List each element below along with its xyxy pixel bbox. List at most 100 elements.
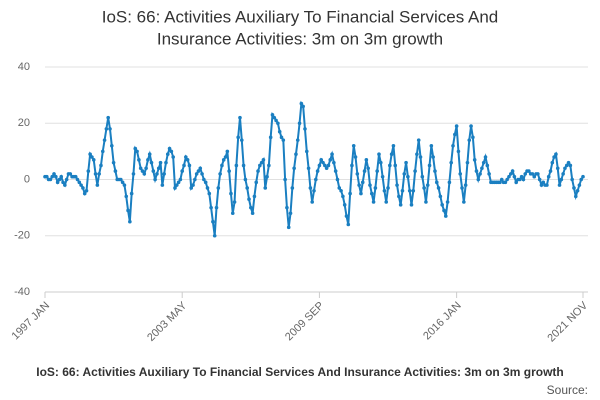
data-point [303, 127, 307, 131]
data-point [79, 183, 83, 187]
data-point [167, 146, 172, 151]
data-point [485, 163, 490, 168]
data-point [404, 160, 408, 165]
data-point [324, 166, 329, 171]
data-point [512, 174, 517, 179]
data-point [187, 163, 192, 168]
data-point [478, 172, 482, 176]
data-point [229, 191, 233, 196]
data-point [557, 183, 562, 187]
data-point [368, 183, 372, 187]
data-point [93, 172, 98, 176]
data-point [45, 174, 49, 179]
data-point [270, 113, 275, 117]
data-point [314, 177, 318, 182]
data-point [577, 183, 582, 187]
data-point [220, 163, 224, 168]
data-point [61, 180, 65, 185]
y-tick-label: -20 [14, 230, 30, 242]
data-point [68, 172, 73, 176]
data-point [138, 166, 143, 171]
data-point [380, 174, 385, 179]
data-point [460, 186, 464, 190]
data-point [438, 194, 443, 199]
data-point [77, 180, 82, 185]
data-point [73, 174, 78, 179]
data-point [483, 155, 488, 159]
data-point [57, 177, 62, 182]
data-point [510, 169, 515, 173]
y-tick-label: 20 [18, 117, 30, 129]
data-point [499, 177, 504, 182]
data-point [463, 183, 468, 187]
data-point [319, 158, 324, 162]
data-point [128, 219, 132, 224]
data-point [564, 163, 569, 168]
data-point [184, 155, 188, 159]
data-point [498, 180, 502, 185]
data-point [142, 172, 147, 176]
data-point [274, 118, 278, 123]
data-point [339, 188, 343, 193]
data-point [97, 172, 101, 176]
data-point [153, 177, 157, 182]
data-point [579, 177, 583, 182]
data-point [160, 183, 165, 187]
data-point [581, 174, 585, 179]
y-tick-label: -40 [14, 286, 30, 298]
data-point [292, 166, 296, 171]
data-point [221, 158, 226, 162]
data-point [346, 222, 351, 227]
data-point [409, 203, 414, 207]
data-point [355, 172, 360, 176]
data-point [366, 166, 370, 171]
data-point [348, 191, 352, 196]
data-point [111, 160, 116, 165]
data-point [243, 177, 248, 182]
data-point [84, 188, 89, 193]
data-point [173, 186, 177, 190]
data-point [411, 188, 416, 193]
data-point [312, 188, 316, 193]
data-point [391, 143, 396, 148]
data-point [445, 200, 450, 204]
data-point [304, 149, 309, 154]
data-point [126, 208, 130, 213]
data-point [407, 188, 412, 193]
data-point [209, 205, 213, 210]
data-point [328, 158, 333, 162]
data-point [88, 152, 92, 156]
data-point [207, 191, 212, 196]
data-point [258, 163, 262, 168]
data-point [198, 166, 203, 171]
data-point [436, 186, 441, 190]
data-point [442, 208, 446, 213]
data-point [559, 177, 564, 182]
data-point [276, 121, 280, 126]
data-point [416, 138, 421, 142]
data-point [108, 127, 112, 131]
data-point [306, 166, 311, 171]
data-point [104, 127, 109, 131]
data-point [236, 135, 240, 140]
data-point [330, 152, 334, 156]
data-point [234, 163, 239, 168]
data-point [518, 177, 522, 182]
data-point [165, 152, 170, 156]
data-point [397, 194, 401, 199]
data-point [95, 183, 100, 187]
data-point [285, 205, 289, 210]
data-point [570, 177, 574, 182]
data-point [433, 169, 437, 173]
data-point [193, 177, 197, 182]
data-point [86, 169, 91, 173]
data-point [247, 197, 251, 201]
data-point [554, 152, 558, 156]
data-point [481, 160, 486, 165]
data-point [424, 200, 428, 204]
data-point [546, 174, 551, 179]
data-point [384, 200, 389, 204]
data-point [200, 172, 204, 176]
data-point [250, 211, 255, 216]
data-point [505, 177, 509, 182]
